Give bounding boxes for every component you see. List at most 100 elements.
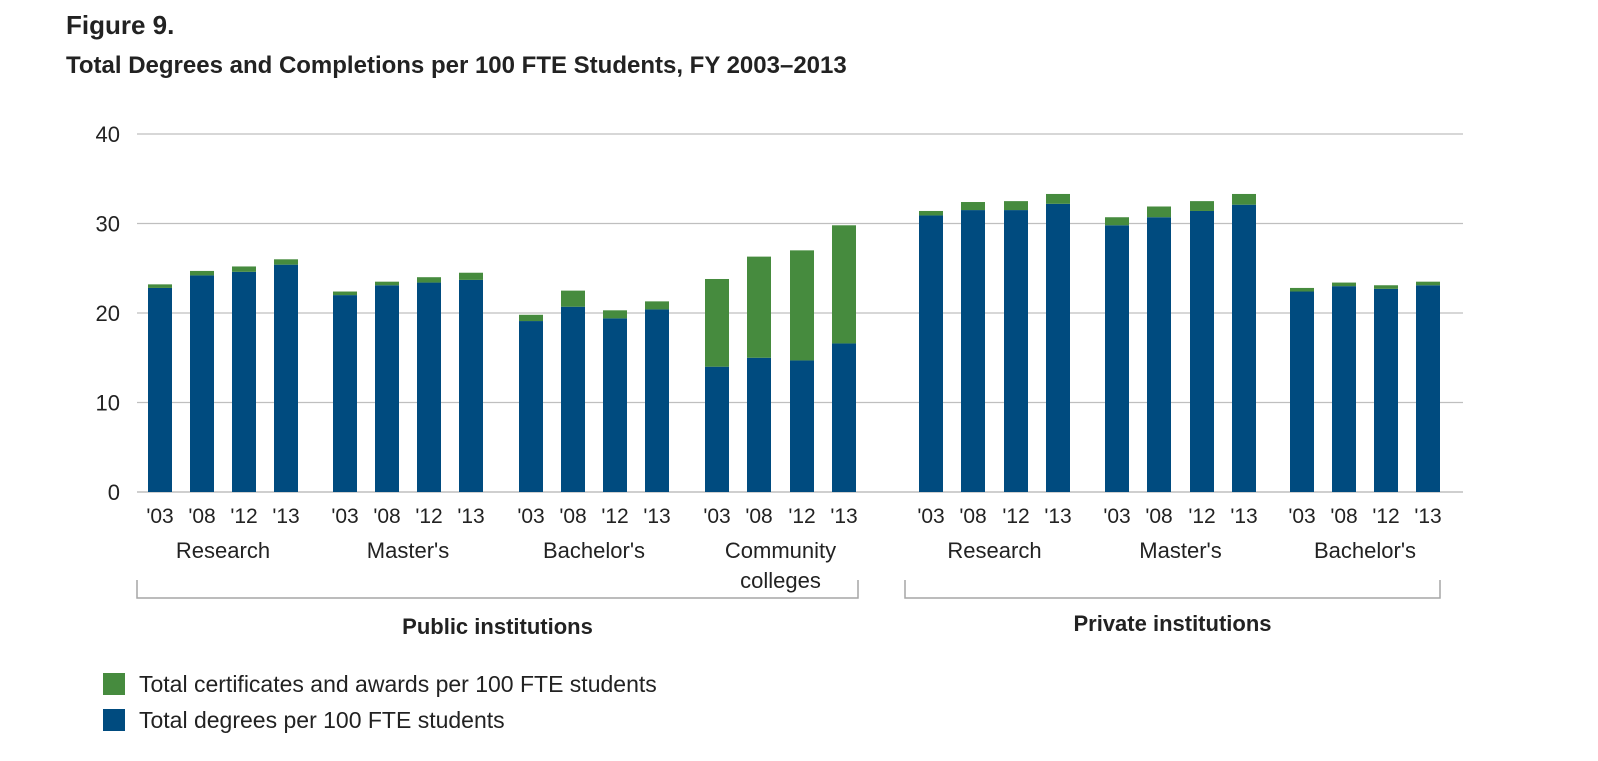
bar-certificates — [1004, 201, 1028, 211]
legend-label-certificates: Total certificates and awards per 100 FT… — [139, 670, 657, 697]
bar-certificates — [1105, 217, 1129, 226]
bar-certificates — [1190, 201, 1214, 211]
bar-degrees — [459, 279, 483, 492]
legend-swatch-certificates — [103, 673, 125, 695]
section-bracket — [904, 580, 1441, 599]
label-layer: 010203040'03'08'12'13Research'03'08'12'1… — [96, 122, 1442, 639]
bar-degrees — [1374, 288, 1398, 492]
bar-degrees — [645, 309, 669, 492]
y-tick-label: 20 — [96, 301, 120, 326]
bar-certificates — [1147, 206, 1171, 218]
bar-certificates — [961, 202, 985, 211]
bar-degrees — [232, 271, 256, 492]
x-tick-label: '12 — [230, 505, 257, 528]
bar-degrees — [1004, 210, 1028, 492]
bar-degrees — [832, 343, 856, 492]
x-tick-label: '08 — [959, 505, 986, 528]
x-tick-label: '03 — [917, 505, 944, 528]
bar-degrees — [561, 306, 585, 492]
bar-certificates — [1332, 282, 1356, 287]
x-tick-label: '13 — [1230, 505, 1257, 528]
bar-degrees — [1332, 286, 1356, 492]
x-tick-label: '13 — [457, 505, 484, 528]
legend: Total certificates and awards per 100 FT… — [103, 666, 657, 738]
bar-degrees — [333, 295, 357, 492]
group-label: Master's — [367, 538, 449, 563]
chart-title: Total Degrees and Completions per 100 FT… — [66, 52, 847, 79]
bar-degrees — [961, 210, 985, 492]
x-tick-label: '13 — [272, 505, 299, 528]
bar-degrees — [274, 264, 298, 492]
bar-certificates — [190, 270, 214, 276]
x-tick-label: '13 — [1414, 505, 1441, 528]
bar-degrees — [603, 318, 627, 492]
legend-item-certificates: Total certificates and awards per 100 FT… — [103, 666, 657, 702]
bar-degrees — [519, 321, 543, 492]
bar-certificates — [1290, 287, 1314, 292]
group-label: Research — [176, 538, 270, 563]
bar-degrees — [148, 287, 172, 492]
bar-degrees — [1416, 285, 1440, 492]
bar-certificates — [417, 277, 441, 283]
group-label: Bachelor's — [543, 538, 645, 563]
bar-certificates — [375, 281, 399, 286]
bar-degrees — [747, 357, 771, 492]
group-label: Community colleges — [725, 538, 836, 593]
x-tick-label: '08 — [1145, 505, 1172, 528]
x-tick-label: '12 — [1188, 505, 1215, 528]
section-label: Private institutions — [1073, 611, 1271, 636]
bar-certificates — [1416, 281, 1440, 286]
bar-degrees — [919, 215, 943, 492]
legend-label-degrees: Total degrees per 100 FTE students — [139, 706, 505, 733]
x-tick-label: '03 — [517, 505, 544, 528]
x-tick-label: '03 — [146, 505, 173, 528]
bar-degrees — [790, 360, 814, 492]
x-tick-label: '08 — [1330, 505, 1357, 528]
x-tick-label: '12 — [1372, 505, 1399, 528]
bar-certificates — [790, 250, 814, 361]
x-tick-label: '03 — [1103, 505, 1130, 528]
section-label: Public institutions — [402, 614, 593, 639]
group-label: Bachelor's — [1314, 538, 1416, 563]
x-tick-label: '08 — [559, 505, 586, 528]
x-tick-label: '13 — [1044, 505, 1071, 528]
bar-degrees — [705, 366, 729, 492]
bar-certificates — [705, 278, 729, 367]
x-tick-label: '13 — [830, 505, 857, 528]
x-tick-label: '12 — [601, 505, 628, 528]
legend-item-degrees: Total degrees per 100 FTE students — [103, 702, 657, 738]
section-bracket — [136, 580, 859, 599]
x-tick-label: '12 — [415, 505, 442, 528]
y-tick-label: 40 — [96, 122, 120, 147]
bar-certificates — [747, 256, 771, 358]
x-tick-label: '13 — [643, 505, 670, 528]
group-label: Research — [947, 538, 1041, 563]
x-tick-label: '03 — [703, 505, 730, 528]
bar-degrees — [375, 285, 399, 492]
y-tick-label: 30 — [96, 212, 120, 237]
x-tick-label: '08 — [373, 505, 400, 528]
bar-certificates — [274, 259, 298, 265]
bar-degrees — [1232, 204, 1256, 492]
bar-degrees — [1046, 203, 1070, 492]
bar-certificates — [519, 314, 543, 322]
bar-certificates — [1232, 193, 1256, 205]
bar-certificates — [832, 225, 856, 344]
x-tick-label: '08 — [745, 505, 772, 528]
bar-degrees — [417, 282, 441, 492]
bar-degrees — [190, 275, 214, 492]
bar-certificates — [645, 301, 669, 310]
y-tick-label: 10 — [96, 391, 120, 416]
figure-label: Figure 9. — [66, 10, 175, 40]
bar-degrees — [1147, 217, 1171, 493]
bar-certificates — [603, 310, 627, 319]
bar-certificates — [1046, 193, 1070, 204]
x-tick-label: '03 — [1288, 505, 1315, 528]
bar-layer — [148, 193, 1440, 493]
y-tick-label: 0 — [108, 480, 120, 505]
group-label: Master's — [1139, 538, 1221, 563]
x-tick-label: '08 — [188, 505, 215, 528]
bar-certificates — [919, 210, 943, 216]
bar-certificates — [459, 272, 483, 280]
